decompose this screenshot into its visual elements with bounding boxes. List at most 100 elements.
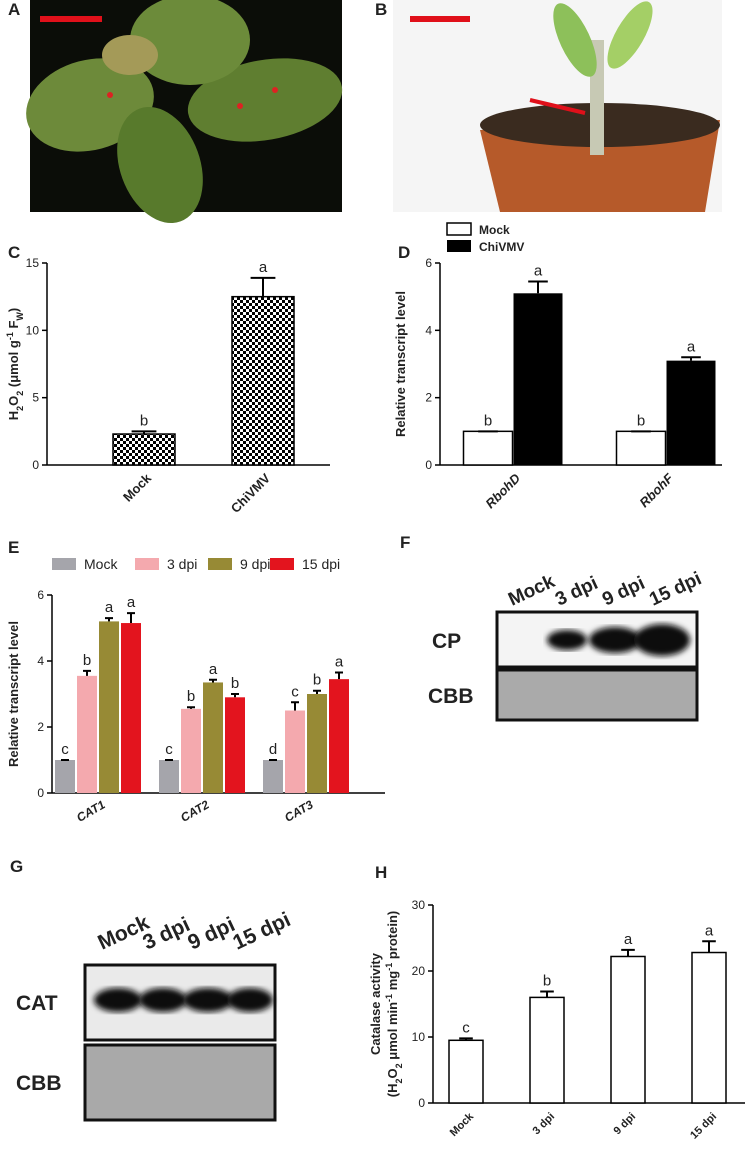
bar	[121, 623, 141, 793]
error-bar	[702, 940, 716, 953]
significance-letter: b	[313, 672, 321, 689]
bar	[225, 697, 245, 793]
y-tick-label: 2	[425, 391, 432, 405]
significance-letter: b	[83, 652, 91, 669]
error-bar	[621, 948, 635, 957]
bar	[513, 293, 563, 465]
x-tick-label: RbohD	[482, 470, 523, 511]
y-axis-label-part: (μmol g	[6, 340, 21, 391]
x-tick-label: ChiVMV	[228, 470, 274, 516]
lane-label: 3 dpi	[552, 573, 601, 611]
significance-letter: b	[637, 412, 645, 429]
y-axis-label-part: W	[15, 312, 25, 321]
y-tick-label: 4	[37, 654, 44, 668]
legend-swatch	[447, 240, 471, 252]
bar	[181, 708, 201, 793]
error-bar	[131, 430, 157, 435]
y-axis-label-part: -1	[5, 332, 15, 340]
y-tick-label: 0	[32, 458, 39, 472]
bar	[610, 955, 646, 1104]
legend-swatch	[270, 558, 294, 570]
y-axis-label: Relative transcript level	[6, 621, 21, 767]
error-bar	[127, 612, 135, 624]
row-label: CP	[432, 630, 461, 653]
bar	[55, 760, 75, 793]
x-tick-label: Mock	[120, 470, 155, 505]
blot-g	[83, 963, 277, 1122]
y-axis-label: Catalase activity	[368, 952, 383, 1055]
error-bar	[291, 701, 299, 711]
y-axis-label-part: 2	[15, 391, 25, 396]
y-tick-label: 0	[418, 1096, 425, 1110]
significance-letter: a	[705, 922, 714, 939]
y-axis-label-part: Catalase activity	[368, 952, 383, 1055]
panel-letter: G	[10, 857, 23, 876]
error-bar	[83, 669, 91, 676]
lane-label: 15 dpi	[229, 908, 294, 954]
error-bar	[231, 693, 239, 698]
legend-swatch	[52, 558, 76, 570]
bar	[529, 996, 565, 1104]
error-bar	[187, 706, 195, 709]
lane-label: Mock	[505, 571, 558, 611]
y-axis-label-part: 2	[394, 1078, 404, 1083]
bar	[231, 295, 295, 466]
x-tick-label: CAT2	[178, 797, 212, 825]
y-axis-label: H2O2 (μmol g-1 FW)	[5, 308, 25, 421]
error-bar	[313, 689, 321, 694]
panel-letter: D	[398, 243, 410, 262]
bar	[99, 621, 119, 793]
y-tick-label: 30	[412, 898, 426, 912]
error-bar	[105, 617, 113, 622]
panel-letter: H	[375, 863, 387, 882]
photo-a	[26, 0, 343, 224]
blot-f	[495, 610, 699, 722]
error-bar	[528, 280, 548, 294]
error-bar	[459, 1037, 473, 1041]
error-bar	[250, 276, 276, 297]
significance-letter: a	[335, 654, 344, 671]
y-axis-label-part: F	[6, 321, 21, 333]
x-tick-label: CAT3	[282, 797, 316, 825]
y-axis-label-part: O	[6, 396, 21, 406]
bar	[666, 360, 716, 465]
legend-swatch	[135, 558, 159, 570]
row-label: CBB	[16, 1072, 62, 1095]
legend-swatch	[208, 558, 232, 570]
x-tick-label: 15 dpi	[688, 1111, 719, 1142]
bar	[159, 760, 179, 793]
significance-letter: a	[687, 338, 696, 355]
panel-letter: B	[375, 0, 387, 19]
significance-letter: b	[140, 412, 148, 429]
y-axis-label: (H2O2 μmol min-1 mg-1 protein)	[384, 911, 404, 1097]
y-axis-label: Relative transcript level	[393, 291, 408, 437]
y-axis-label-part: H	[6, 411, 21, 420]
y-tick-label: 6	[425, 256, 432, 270]
y-axis-label-part: -1	[384, 994, 394, 1002]
bar	[615, 430, 667, 466]
bar	[329, 679, 349, 793]
row-label: CAT	[16, 992, 58, 1015]
significance-letter: b	[484, 412, 492, 429]
legend-swatch	[446, 222, 472, 236]
y-tick-label: 10	[412, 1030, 426, 1044]
y-tick-label: 4	[425, 323, 432, 337]
significance-letter: b	[543, 972, 551, 989]
legend-label: Mock	[479, 223, 510, 237]
y-axis-label-part: mg	[385, 971, 400, 994]
panel-letter: C	[8, 243, 20, 262]
bar	[691, 951, 727, 1104]
legend-label: 9 dpi	[240, 556, 270, 572]
x-tick-label: Mock	[448, 1110, 477, 1139]
bar	[448, 1039, 484, 1104]
significance-letter: b	[231, 675, 239, 692]
y-axis-label-part: Relative transcript level	[6, 621, 21, 767]
y-tick-label: 0	[37, 786, 44, 800]
bar	[203, 682, 223, 793]
significance-letter: b	[187, 688, 195, 705]
bar	[285, 710, 305, 793]
lane-label: 9 dpi	[599, 573, 648, 611]
significance-letter: a	[259, 259, 268, 276]
bar	[307, 694, 327, 793]
